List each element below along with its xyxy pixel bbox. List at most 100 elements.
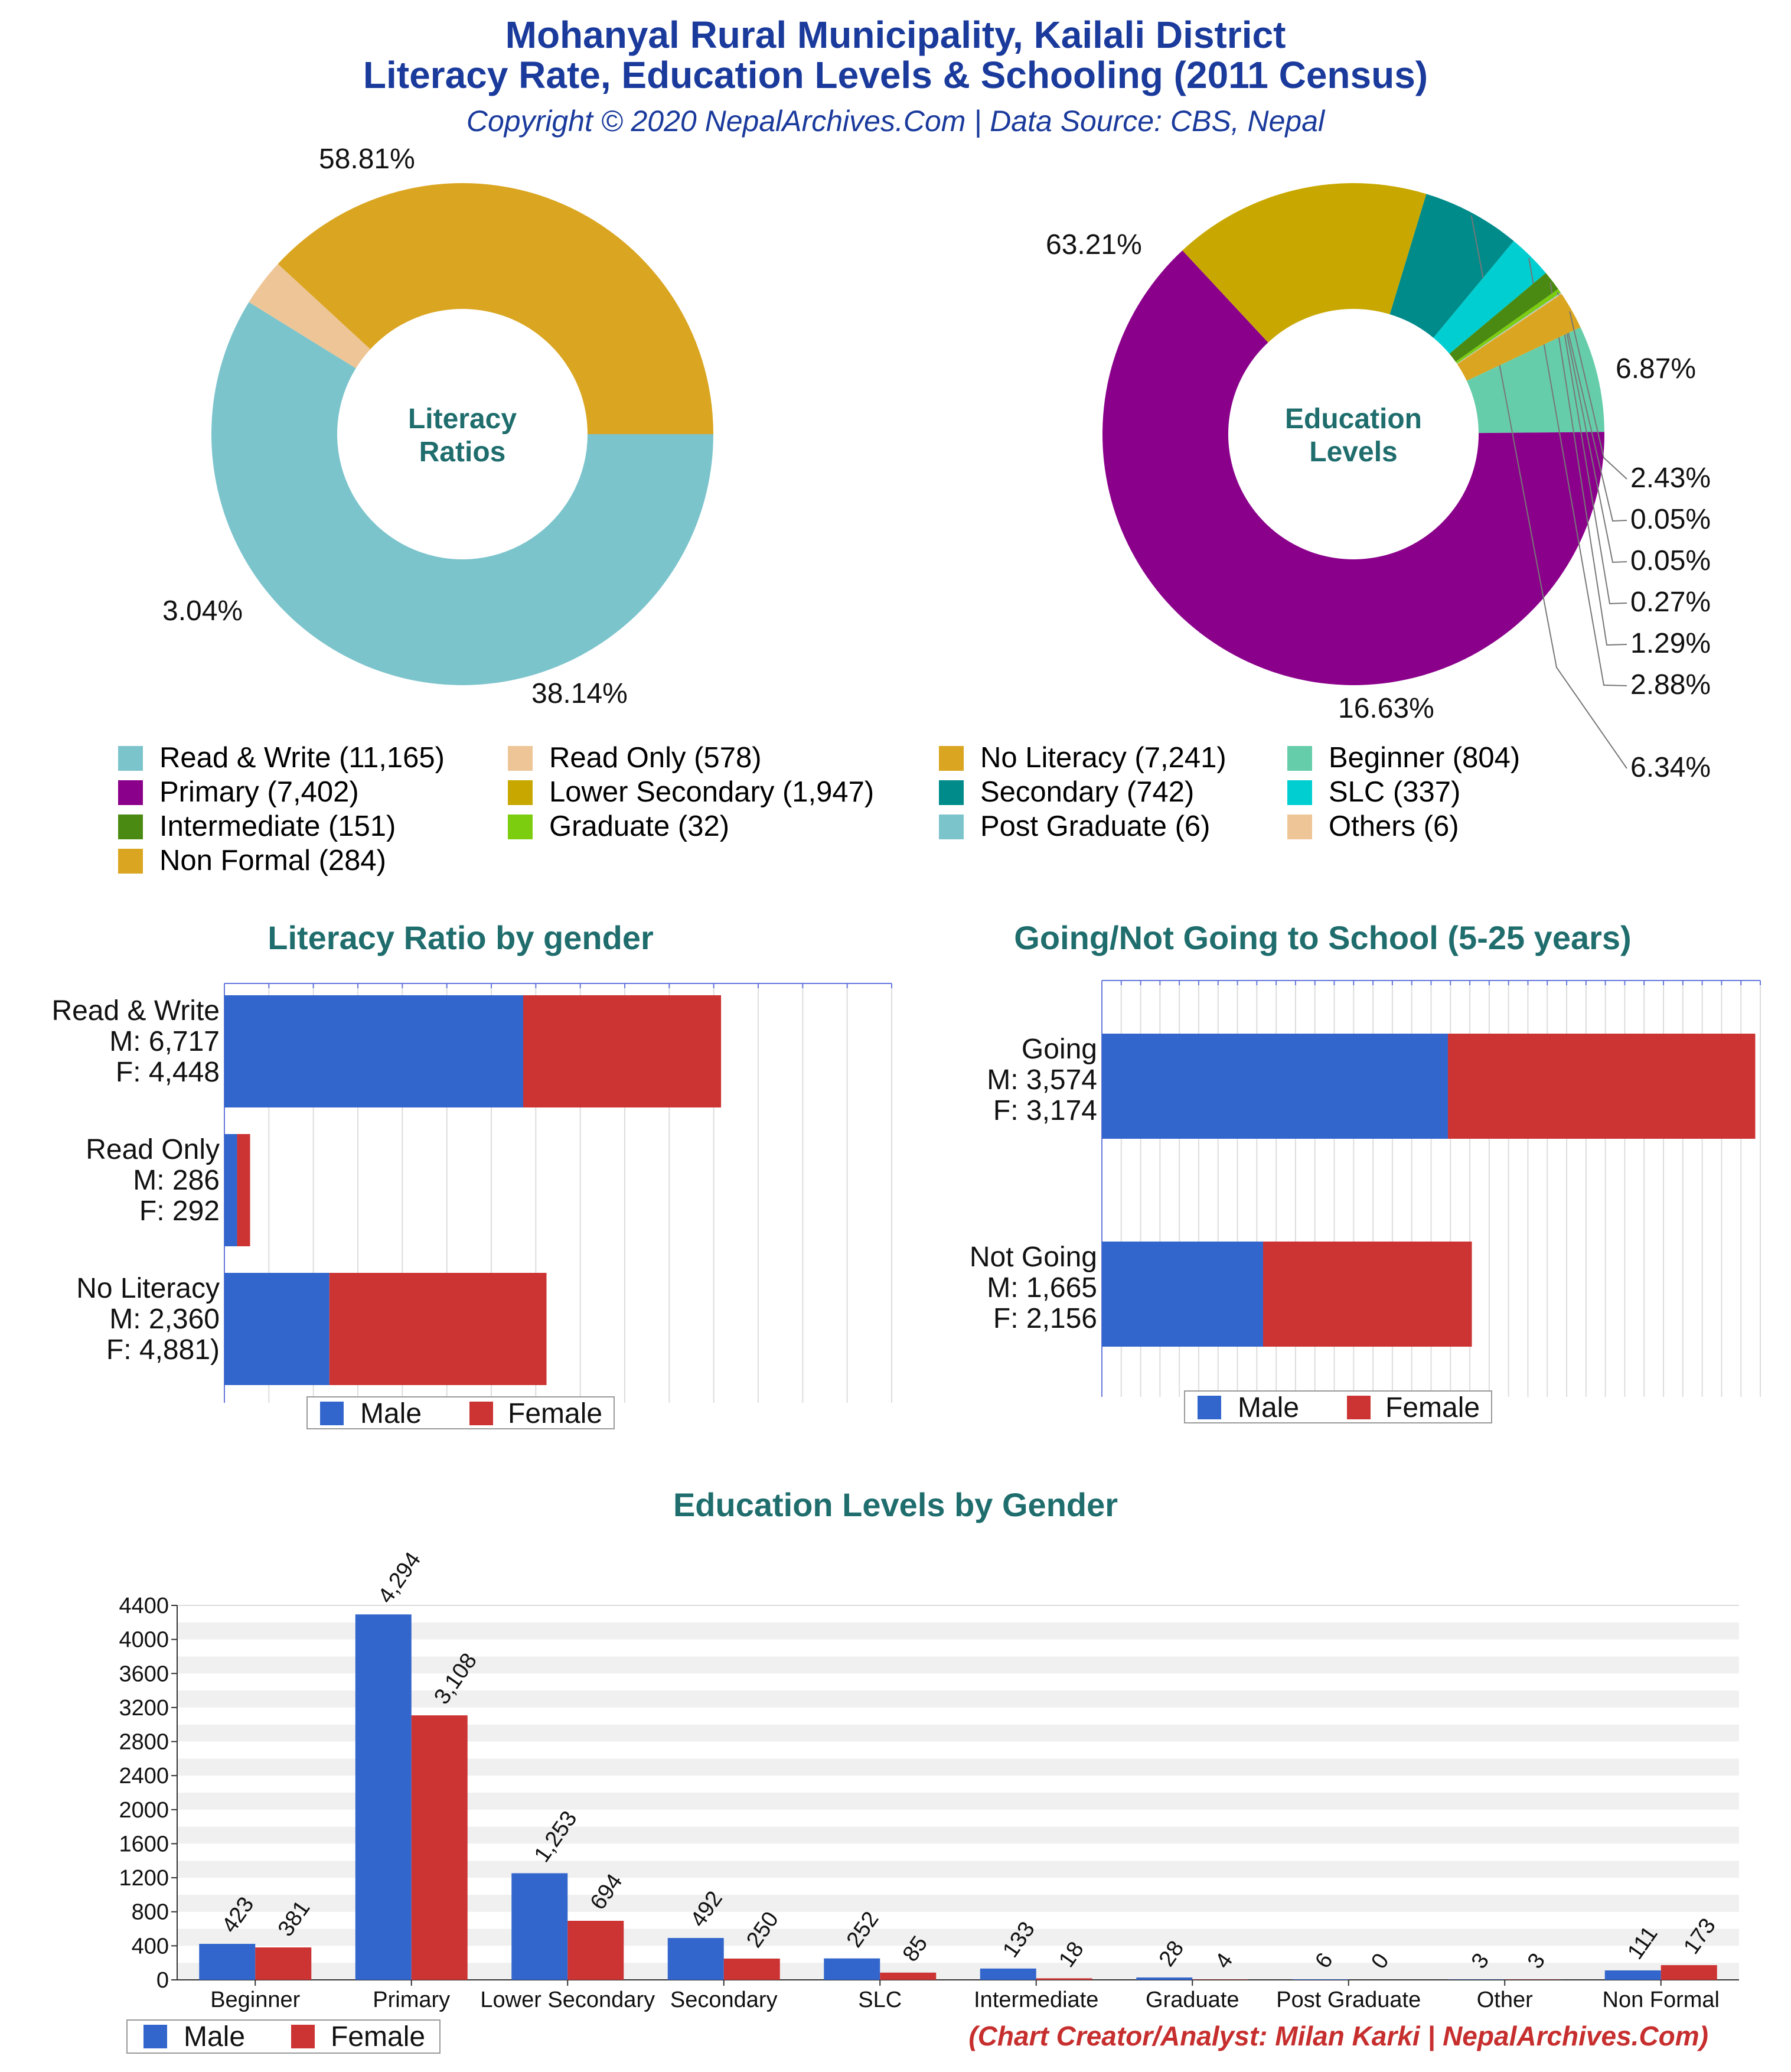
x-tick-label-lower-secondary: Lower Secondary — [480, 1988, 655, 2012]
legend-label: Graduate (32) — [549, 810, 730, 842]
bar-read-write-male — [224, 995, 524, 1107]
bar-slc-male — [824, 1958, 880, 1980]
legend-item-intermediate-151: Intermediate (151) — [118, 810, 396, 843]
bar-lower-secondary-male — [511, 1873, 568, 1980]
chart-title-line1: Mohanyal Rural Municipality, Kailali Dis… — [505, 14, 1286, 56]
slice-lower-secondary — [1182, 183, 1427, 343]
x-tick-label-primary: Primary — [373, 1988, 450, 2012]
percent-label-non-formal: 2.43% — [1630, 462, 1711, 494]
bar-read-write-female — [523, 995, 722, 1107]
percent-label-post-graduate: 0.05% — [1630, 545, 1711, 576]
percent-label-slc: 2.88% — [1630, 669, 1711, 701]
legend-item-graduate-32: Graduate (32) — [508, 810, 729, 843]
y-tick-label: 800 — [132, 1900, 169, 1925]
legend-item-post-graduate-6: Post Graduate (6) — [939, 810, 1210, 843]
legend-swatch-female — [469, 1402, 493, 1425]
percent-label-intermediate: 1.29% — [1630, 628, 1711, 659]
legend-label: Read Only (578) — [549, 742, 762, 774]
legend-label: Post Graduate (6) — [980, 810, 1211, 842]
legend-swatch — [118, 849, 143, 874]
bar-not-going-female — [1263, 1242, 1472, 1347]
legend-swatch — [118, 815, 143, 839]
y-tick-label: 1600 — [119, 1832, 169, 1856]
percent-label-others: 0.05% — [1630, 504, 1711, 535]
slice-primary — [1102, 250, 1604, 686]
legend-swatch — [939, 815, 964, 839]
slice-others — [1457, 293, 1562, 364]
legend-label-female: Female — [331, 2021, 425, 2053]
bar-not-going-male — [1102, 1242, 1264, 1347]
donut-center-label: Literacy — [408, 403, 517, 435]
legend-item-non-formal-284: Non Formal (284) — [118, 844, 386, 877]
category-label-no-literacy: F: 4,881) — [106, 1334, 220, 1366]
donut-center-label: Education — [1285, 403, 1422, 435]
literacy-gender-title: Literacy Ratio by gender — [267, 919, 654, 956]
legend-swatch — [118, 780, 143, 805]
legend-swatch-female — [291, 2025, 315, 2048]
y-tick-label: 2000 — [119, 1798, 169, 1823]
legend-swatch — [1287, 746, 1312, 771]
bar-beginner-female — [255, 1947, 312, 1980]
legend-swatch — [508, 746, 533, 771]
slice-graduate — [1456, 289, 1561, 364]
y-tick-label: 2400 — [119, 1764, 169, 1788]
category-label-read-only: M: 286 — [133, 1165, 220, 1196]
y-tick-label: 3200 — [119, 1696, 169, 1721]
bar-intermediate-female — [1036, 1978, 1092, 1980]
category-label-read-write: Read & Write — [51, 995, 220, 1027]
y-tick-label: 4000 — [119, 1628, 169, 1653]
legend-item-primary-7-402: Primary (7,402) — [118, 776, 359, 809]
slice-read-write — [211, 302, 713, 686]
grid-band — [177, 1673, 1739, 1691]
bar-secondary-male — [667, 1938, 724, 1980]
school-going-title: Going/Not Going to School (5-25 years) — [1014, 919, 1632, 956]
bar-non-formal-female — [1660, 1965, 1717, 1980]
bar-lower-secondary-female — [567, 1921, 624, 1980]
legend-swatch — [939, 746, 964, 771]
legend-label-female: Female — [1385, 1392, 1480, 1423]
legend-swatch — [118, 746, 143, 771]
category-label-read-write: M: 6,717 — [109, 1026, 220, 1057]
legend-swatch — [939, 780, 964, 805]
bar-beginner-male — [199, 1944, 256, 1980]
legend-label-male: Male — [1238, 1392, 1299, 1423]
leader-line-slc — [1528, 258, 1627, 686]
category-label-read-write: F: 4,448 — [116, 1057, 220, 1088]
bar-primary-female — [411, 1715, 468, 1980]
x-tick-label-intermediate: Intermediate — [974, 1988, 1098, 2012]
y-tick-label: 0 — [156, 1968, 169, 1993]
category-label-not-going: M: 1,665 — [987, 1272, 1097, 1304]
legend-item-secondary-742: Secondary (742) — [939, 776, 1194, 809]
y-tick-label: 400 — [132, 1934, 169, 1959]
slice-secondary — [1389, 194, 1514, 338]
bar-no-literacy-male — [224, 1273, 330, 1385]
legend-box — [306, 1396, 615, 1429]
category-label-read-only: Read Only — [86, 1134, 220, 1165]
category-label-going: F: 3,174 — [993, 1095, 1097, 1126]
leader-line-others — [1558, 295, 1627, 522]
y-tick-label: 1200 — [119, 1866, 169, 1891]
bar-primary-male — [355, 1614, 412, 1980]
category-label-not-going: F: 2,156 — [993, 1303, 1097, 1334]
bar-going-female — [1448, 1034, 1756, 1139]
bar-graduate-female — [1192, 1979, 1249, 1980]
legend-label: Non Formal (284) — [159, 845, 386, 877]
legend-swatch-male — [143, 2025, 167, 2048]
chart-subtitle: Copyright © 2020 NepalArchives.Com | Dat… — [466, 105, 1325, 138]
legend-item-read-only-578: Read Only (578) — [508, 741, 762, 774]
legend-swatch-male — [320, 1402, 344, 1425]
y-tick-label: 4400 — [119, 1594, 169, 1618]
legend-label-male: Male — [360, 1398, 422, 1429]
percent-label-primary: 63.21% — [1046, 229, 1142, 260]
x-tick-label-other: Other — [1477, 1988, 1533, 2012]
y-tick-label: 3600 — [119, 1661, 169, 1686]
grid-band — [177, 1656, 1739, 1674]
donut-center-label: Ratios — [419, 436, 506, 468]
slice-slc — [1433, 241, 1546, 354]
percent-label-secondary: 6.34% — [1630, 752, 1711, 783]
bar-post-graduate-male — [1292, 1979, 1349, 1980]
percent-label-beginner: 6.87% — [1616, 353, 1696, 385]
percent-label-no-literacy: 38.14% — [531, 678, 628, 709]
bar-going-male — [1102, 1034, 1449, 1139]
